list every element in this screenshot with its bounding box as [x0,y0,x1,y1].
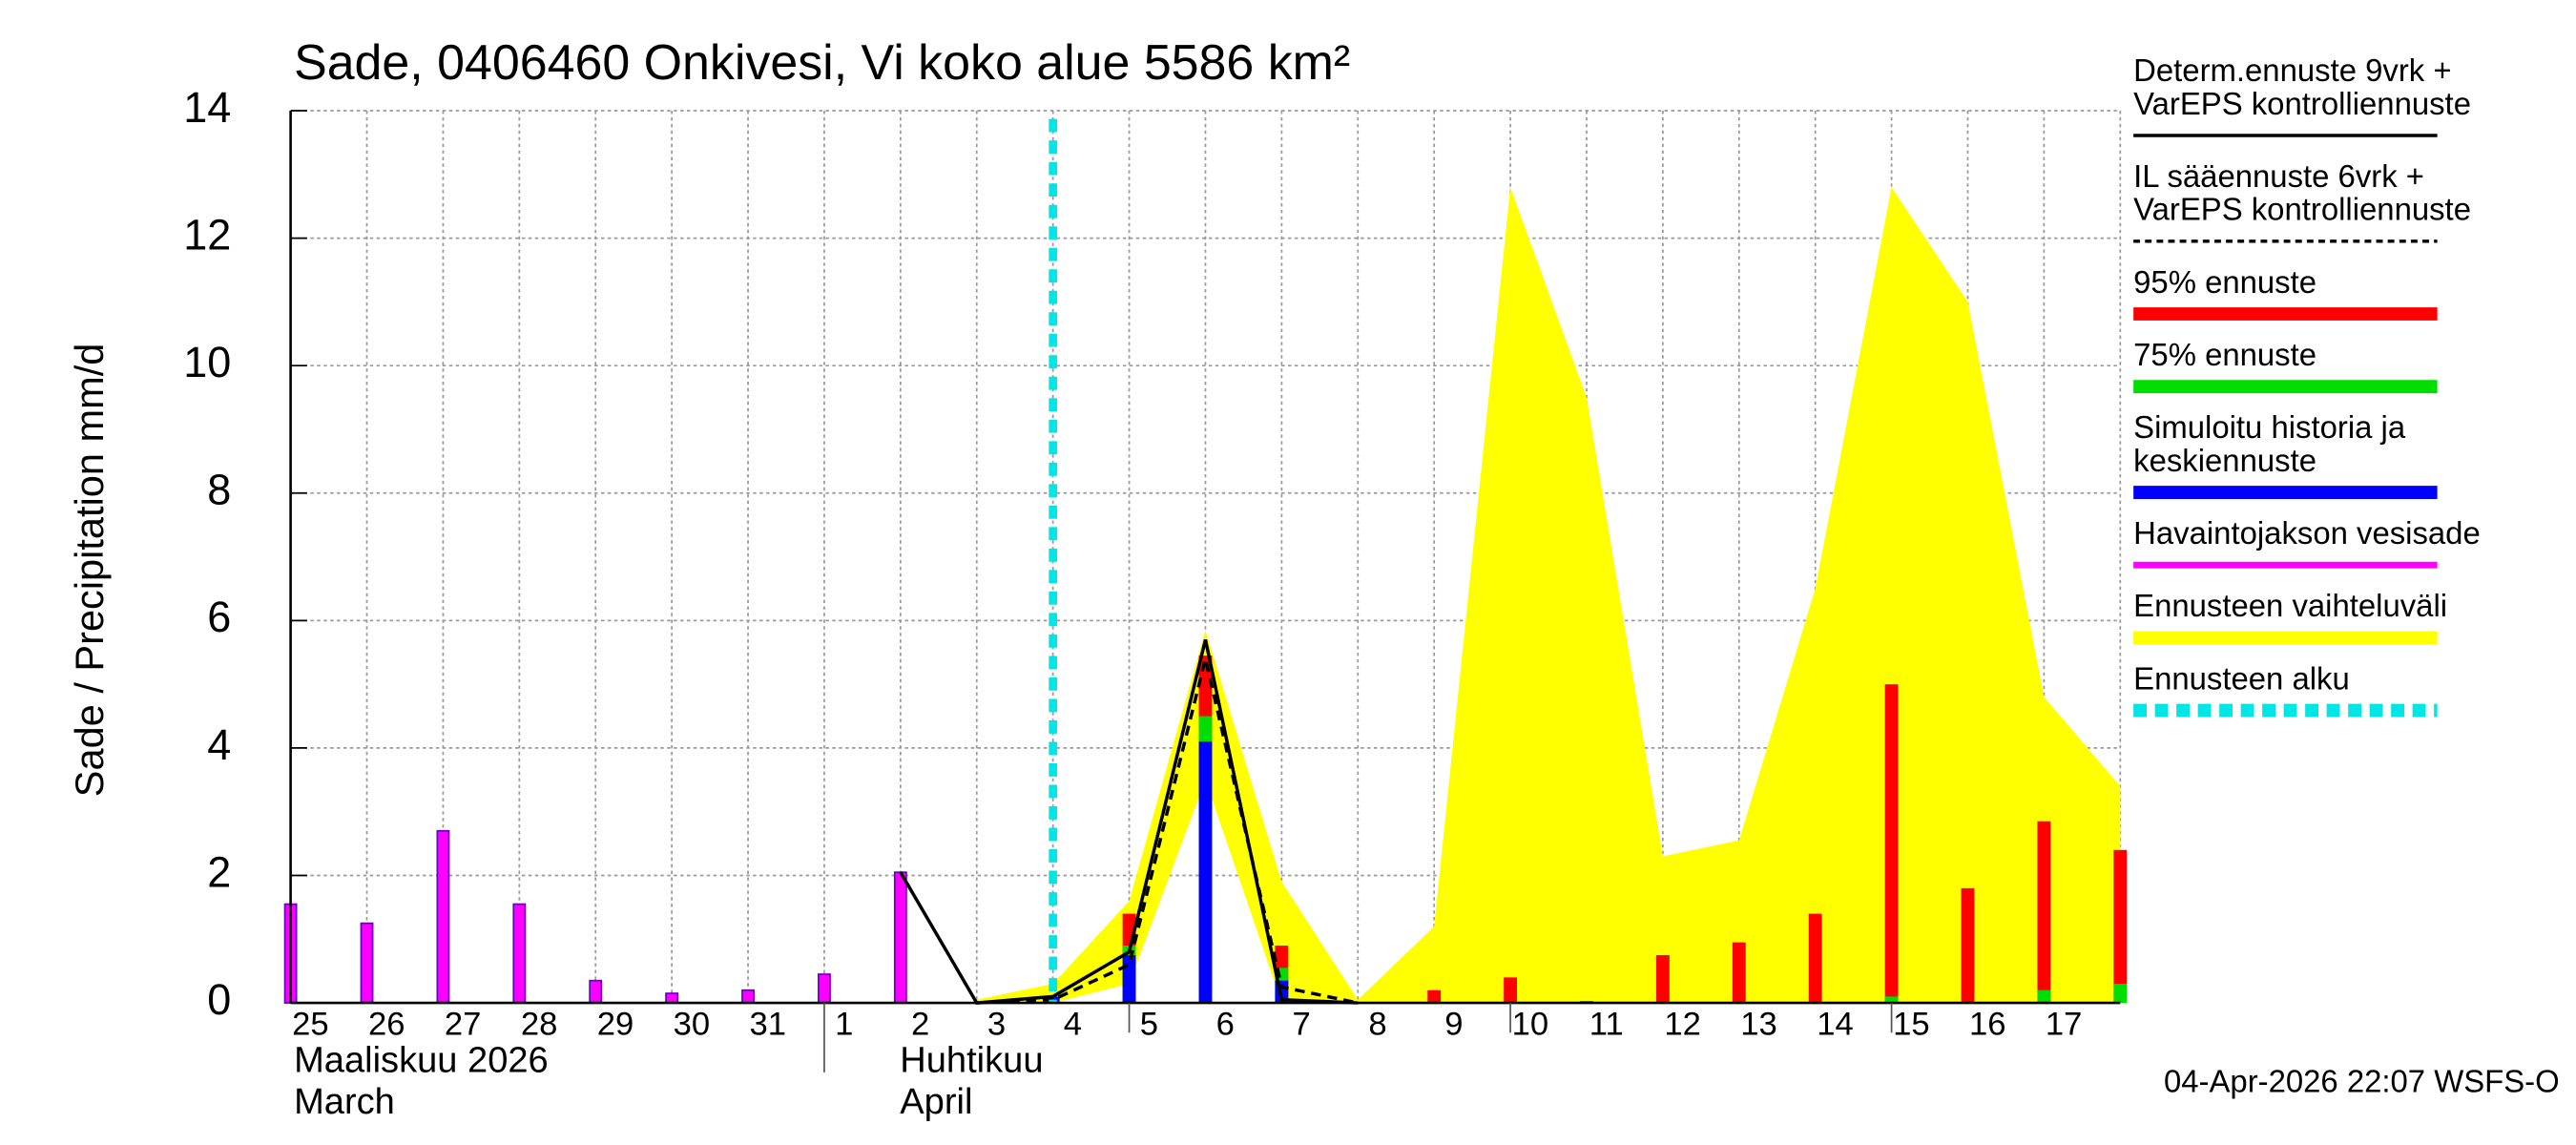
bar [741,989,755,1004]
month-label: Maaliskuu 2026 [294,1040,549,1080]
bar [2113,849,2128,1004]
bar [360,922,374,1004]
bar [1504,977,1517,1004]
legend-label-line: 75% ennuste [2133,337,2316,372]
legend-label-line: 95% ennuste [2133,264,2316,300]
legend-label: Havaintojakson vesisade [2133,515,2481,551]
bar [1884,996,1899,1004]
y-tick-label: 14 [183,83,231,132]
y-tick-label: 8 [207,466,231,514]
x-tick-label: 26 [368,1006,405,1042]
x-tick-label: 5 [1140,1006,1158,1042]
legend-label-line: keskiennuste [2133,443,2316,478]
x-tick-label: 17 [2046,1006,2082,1042]
bar [665,992,679,1004]
x-tick-label: 11 [1589,1006,1624,1042]
x-tick-label: 28 [521,1006,557,1042]
bar [2037,821,2051,1004]
bar [1655,954,1670,1004]
legend-label-line: Havaintojakson vesisade [2133,515,2481,551]
x-tick-label: 14 [1817,1006,1853,1042]
legend-label-line: Simuloitu historia ja [2133,409,2406,445]
legend-label: Ennusteen alku [2133,660,2350,696]
bar [1732,942,1746,1004]
x-tick-label: 25 [292,1006,328,1042]
x-tick-label: 30 [674,1006,710,1042]
month-label: March [294,1082,395,1122]
y-tick-label: 12 [183,210,231,259]
x-tick-label: 7 [1293,1006,1311,1042]
y-tick-label: 2 [207,847,231,896]
x-tick-label: 6 [1216,1006,1235,1042]
x-tick-label: 31 [750,1006,786,1042]
bar [436,829,450,1004]
footer: 04-Apr-2026 22:07 WSFS-O [2164,1064,2560,1099]
legend-label-line: Ennusteen alku [2133,660,2350,696]
bar [1884,684,1899,1004]
legend-label: Ennusteen vaihteluväli [2133,588,2447,623]
bar [589,979,603,1004]
legend-label-line: Determ.ennuste 9vrk + [2133,52,2451,88]
legend-label-line: VarEPS kontrolliennuste [2133,86,2471,121]
month-label: April [900,1082,972,1122]
y-tick-label: 4 [207,720,231,769]
bar [893,871,907,1004]
x-tick-label: 8 [1368,1006,1386,1042]
line [976,657,1359,1005]
bar [512,903,527,1004]
x-tick-label: 27 [445,1006,481,1042]
chart-title: Sade, 0406460 Onkivesi, Vi koko alue 558… [294,35,1350,91]
legend-label: 75% ennuste [2133,337,2316,372]
legend-label: IL sääennuste 6vrk + VarEPS kontrolliennu… [2133,158,2471,227]
month-label: Huhtikuu [900,1040,1043,1080]
bar [1198,741,1213,1004]
x-tick-label: 9 [1444,1006,1463,1042]
bar [818,973,831,1004]
bar [2113,984,2128,1004]
bar [1427,989,1442,1004]
y-tick-label: 10 [183,338,231,386]
legend-label: 95% ennuste [2133,264,2316,300]
legend-label-line: VarEPS kontrolliennuste [2133,191,2471,226]
x-tick-label: 10 [1512,1006,1548,1042]
x-tick-label: 12 [1664,1006,1700,1042]
bar [2037,989,2051,1004]
x-tick-label: 1 [835,1006,853,1042]
bar [1808,913,1822,1004]
y-tick-label: 0 [207,975,231,1024]
x-tick-label: 3 [987,1006,1006,1042]
legend-label: Determ.ennuste 9vrk + VarEPS kontrollienn… [2133,52,2471,121]
legend-label: Simuloitu historia ja keskiennuste [2133,409,2406,478]
x-tick-label: 4 [1064,1006,1082,1042]
y-tick-label: 6 [207,593,231,641]
x-tick-label: 29 [597,1006,634,1042]
bar [1122,954,1136,1004]
range-area [976,187,2121,1004]
x-tick-label: 16 [1969,1006,2005,1042]
x-tick-label: 13 [1740,1006,1776,1042]
x-tick-label: 2 [911,1006,929,1042]
y-axis-label: Sade / Precipitation mm/d [67,344,112,798]
legend-label-line: Ennusteen vaihteluväli [2133,588,2447,623]
x-tick-label: 15 [1893,1006,1929,1042]
bar [1961,887,1975,1004]
legend-label-line: IL sääennuste 6vrk + [2133,158,2424,194]
